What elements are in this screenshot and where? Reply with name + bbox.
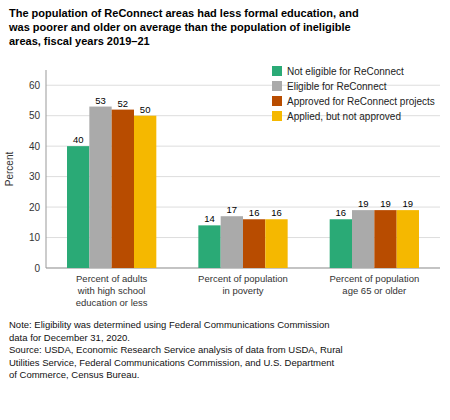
y-tick-label: 0: [34, 263, 40, 274]
bar: [243, 219, 265, 268]
bar: [134, 116, 156, 268]
y-tick-label: 20: [29, 202, 41, 213]
data-label: 52: [118, 98, 129, 109]
bar: [112, 110, 134, 268]
x-tick-label: Percent of populationage 65 or older: [329, 273, 419, 296]
data-label: 19: [358, 198, 369, 209]
legend-entry: Eligible for ReConnect: [287, 81, 387, 92]
data-label: 19: [403, 198, 414, 209]
data-label: 19: [380, 198, 391, 209]
legend-swatch: [272, 81, 282, 91]
y-axis-line: [46, 70, 47, 268]
note: Note: Eligibility was determined using F…: [9, 319, 330, 343]
bar: [330, 219, 352, 268]
legend-entry: Not eligible for ReConnect: [287, 66, 404, 77]
y-tick-label: 60: [29, 80, 41, 91]
legend-swatch: [272, 96, 282, 106]
note: Source: USDA, Economic Research Service …: [9, 344, 343, 380]
background: [0, 0, 450, 420]
y-tick-label: 40: [29, 141, 41, 152]
y-tick-label: 30: [29, 171, 41, 182]
y-tick-label: 50: [29, 110, 41, 121]
y-axis-label: Percent: [4, 152, 15, 187]
data-label: 14: [204, 213, 215, 224]
grid: [46, 85, 440, 268]
x-tick-label: Percent of adultswith high schooleducati…: [76, 273, 148, 308]
bars: [67, 107, 419, 268]
data-label: 17: [227, 204, 238, 215]
bar: [89, 107, 111, 268]
bar: [352, 210, 374, 268]
data-label: 50: [140, 104, 151, 115]
legend: Not eligible for ReConnect Eligible for R…: [272, 66, 435, 122]
bar: [67, 146, 89, 268]
data-label: 16: [249, 207, 260, 218]
bar: [198, 225, 220, 268]
legend-entry: Approved for ReConnect projects: [287, 96, 435, 107]
data-labels: 40 14 16 53 17 19 52 16 19 50 16 19: [73, 95, 413, 225]
legend-swatch: [272, 66, 282, 76]
bar: [374, 210, 396, 268]
data-label: 16: [336, 207, 347, 218]
bar: [265, 219, 287, 268]
legend-swatch: [272, 111, 282, 121]
data-label: 16: [271, 207, 282, 218]
chart: The population of ReConnect areas had le…: [0, 0, 450, 420]
data-label: 40: [73, 134, 84, 145]
legend-entry: Applied, but not approved: [287, 111, 401, 122]
bar: [397, 210, 419, 268]
x-tick-label: Percent of populationin poverty: [198, 273, 288, 296]
data-label: 53: [95, 95, 106, 106]
title: The population of ReConnect areas had le…: [8, 7, 359, 47]
bar: [221, 216, 243, 268]
y-tick-label: 10: [29, 232, 41, 243]
